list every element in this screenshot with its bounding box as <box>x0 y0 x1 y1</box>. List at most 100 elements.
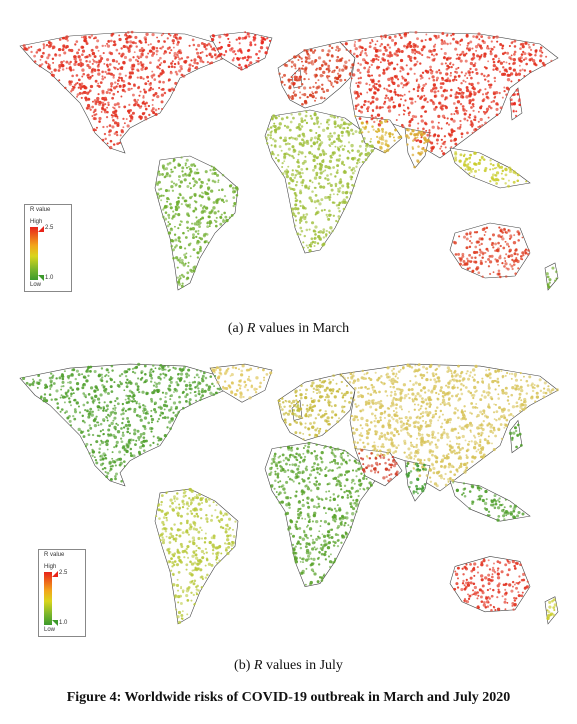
risk-point <box>122 86 125 89</box>
risk-point <box>350 77 353 80</box>
risk-point <box>471 125 474 128</box>
risk-point <box>89 426 93 430</box>
risk-point <box>157 406 160 409</box>
risk-point <box>162 194 165 197</box>
risk-point <box>299 189 302 192</box>
risk-point <box>319 73 323 78</box>
risk-point <box>487 116 490 119</box>
risk-point <box>126 124 130 128</box>
risk-point <box>483 111 486 114</box>
risk-point <box>106 106 109 109</box>
risk-point <box>255 52 258 56</box>
risk-point <box>329 499 332 502</box>
risk-point <box>329 401 332 404</box>
risk-point <box>314 457 319 461</box>
risk-point <box>332 140 336 144</box>
risk-point <box>338 69 341 72</box>
risk-point <box>195 235 198 239</box>
risk-point <box>164 391 168 395</box>
risk-point <box>406 81 410 85</box>
risk-point <box>304 155 307 158</box>
risk-point <box>400 123 404 127</box>
risk-point <box>327 79 330 82</box>
risk-point <box>326 215 329 218</box>
risk-point <box>334 557 337 561</box>
risk-point <box>447 66 451 69</box>
risk-point <box>192 527 196 531</box>
risk-point <box>408 120 412 124</box>
risk-point <box>331 151 335 154</box>
risk-point <box>294 523 297 527</box>
risk-point <box>198 178 201 181</box>
risk-point <box>321 128 326 132</box>
risk-point <box>41 63 44 66</box>
risk-point <box>140 105 143 108</box>
risk-point <box>156 192 160 196</box>
risk-point <box>91 410 94 413</box>
risk-point <box>417 83 420 86</box>
risk-point <box>130 113 133 116</box>
risk-point <box>435 36 438 40</box>
risk-point <box>329 446 333 449</box>
risk-point <box>197 222 201 226</box>
risk-point <box>367 100 369 103</box>
risk-point <box>294 67 297 70</box>
risk-point <box>199 51 202 54</box>
risk-point <box>74 377 77 381</box>
risk-point <box>337 215 341 218</box>
risk-point <box>491 167 495 171</box>
risk-point <box>187 229 190 232</box>
risk-point <box>329 461 332 464</box>
risk-point <box>363 126 367 130</box>
risk-point <box>187 556 190 559</box>
risk-point <box>376 135 379 139</box>
risk-point <box>214 509 217 512</box>
risk-point <box>71 87 75 91</box>
risk-point <box>139 61 143 64</box>
risk-point <box>327 134 331 139</box>
risk-point <box>188 402 192 406</box>
risk-point <box>501 177 504 180</box>
risk-point <box>312 141 316 145</box>
risk-point <box>182 231 185 235</box>
risk-point <box>192 521 197 526</box>
risk-point <box>330 46 334 50</box>
risk-point <box>274 128 278 131</box>
risk-point <box>175 534 178 537</box>
risk-point <box>184 164 187 167</box>
risk-point <box>189 580 193 584</box>
risk-point <box>473 175 476 177</box>
risk-point <box>120 130 125 134</box>
risk-point <box>165 204 169 209</box>
risk-point <box>339 178 342 181</box>
risk-point <box>75 40 79 43</box>
risk-point <box>335 171 339 175</box>
risk-point <box>333 559 337 562</box>
risk-point <box>160 509 164 513</box>
risk-point <box>450 146 453 149</box>
risk-point <box>100 379 104 383</box>
risk-point <box>426 100 429 104</box>
risk-point <box>551 266 555 270</box>
risk-point <box>338 217 341 220</box>
risk-point <box>399 65 403 70</box>
risk-point <box>145 439 148 443</box>
risk-point <box>503 86 506 89</box>
risk-point <box>73 62 77 67</box>
risk-point <box>386 43 390 47</box>
risk-point <box>172 158 176 162</box>
risk-point <box>103 466 106 469</box>
risk-point <box>78 82 82 86</box>
risk-point <box>112 92 116 96</box>
risk-point <box>357 77 360 80</box>
risk-point <box>288 142 291 145</box>
risk-point <box>226 538 230 542</box>
risk-point <box>160 194 163 197</box>
risk-point <box>140 370 144 374</box>
risk-point <box>181 589 185 593</box>
risk-point <box>223 53 226 57</box>
risk-point <box>441 77 445 80</box>
risk-point <box>98 401 101 404</box>
risk-point <box>414 115 418 119</box>
risk-point <box>374 116 377 119</box>
